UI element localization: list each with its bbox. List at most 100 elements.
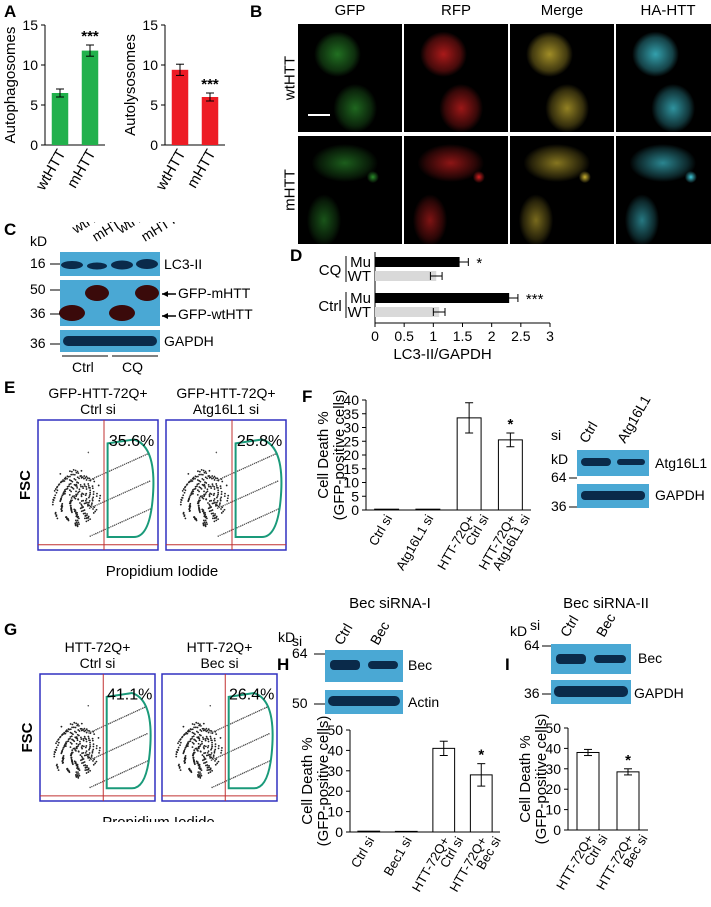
event-dot: [59, 736, 61, 739]
blot-band: [617, 459, 645, 465]
blot-band: [594, 655, 626, 663]
event-dot: [79, 507, 82, 510]
event-dot: [213, 485, 216, 488]
event-dot: [235, 720, 237, 723]
event-dot: [214, 745, 217, 748]
panel-d-chart: 0 0.5 1 1.5 2 2.5 3LC3-II/GAPDH*MuWT***MuWTCQC…: [318, 252, 554, 363]
event-dot: [208, 503, 211, 506]
event-dot: [197, 749, 199, 752]
event-dot: [214, 763, 217, 766]
event-dot: [136, 710, 139, 712]
x-axis-label: LC3-II/GAPDH: [393, 346, 491, 363]
event-dot: [87, 767, 90, 770]
x-tick-label: 3: [546, 328, 554, 344]
event-dot: [127, 461, 130, 464]
event-dot: [119, 745, 121, 747]
y-tick-label: 0: [335, 824, 343, 840]
event-dot: [140, 512, 142, 515]
event-dot: [233, 472, 235, 474]
plot-subtitle: Ctrl si: [80, 401, 116, 417]
event-dot: [219, 487, 222, 490]
category-label: wtHTT: [32, 147, 69, 195]
event-dot: [217, 760, 220, 763]
event-dot: [207, 745, 210, 747]
event-dot: [82, 499, 85, 502]
column-header: RFP: [441, 2, 471, 19]
x-tick-label: 1.5: [453, 328, 473, 344]
y-tick-label: 5: [351, 488, 359, 504]
event-dot: [227, 494, 230, 497]
event-dot: [122, 716, 124, 719]
event-dot: [133, 459, 135, 461]
event-dot: [76, 774, 79, 777]
event-dot: [260, 488, 262, 490]
event-dot: [62, 479, 64, 481]
event-dot: [87, 496, 90, 499]
event-dot: [138, 709, 140, 711]
event-dot: [266, 456, 269, 459]
event-dot: [59, 500, 62, 503]
category-label: WT: [348, 268, 371, 285]
event-dot: [262, 708, 264, 710]
event-dot: [249, 714, 252, 716]
event-dot: [202, 722, 205, 725]
lane-label: Atg16L1: [614, 392, 654, 445]
event-dot: [175, 750, 178, 753]
event-dot: [93, 729, 95, 732]
event-dot: [255, 518, 257, 520]
event-dot: [90, 503, 93, 506]
event-dot: [80, 485, 82, 488]
event-dot: [195, 740, 198, 743]
event-dot: [63, 480, 66, 482]
category-label: mHTT: [184, 147, 220, 192]
event-dot: [202, 484, 205, 487]
event-dot: [200, 468, 203, 471]
si-label: si: [551, 427, 561, 443]
event-dot: [59, 473, 62, 475]
event-dot: [140, 456, 143, 458]
event-dot: [263, 458, 265, 460]
event-dot: [187, 498, 190, 501]
event-dot: [253, 462, 256, 465]
event-dot: [178, 767, 181, 769]
event-dot: [74, 469, 77, 472]
event-dot: [85, 728, 88, 731]
event-dot: [71, 726, 73, 729]
kd-label: kD: [510, 623, 527, 639]
event-dot: [209, 768, 212, 771]
event-dot: [217, 491, 220, 494]
bar: [171, 69, 189, 145]
event-dot: [192, 492, 194, 495]
event-dot: [186, 732, 189, 735]
event-dot: [221, 747, 223, 749]
event-dot: [271, 483, 273, 485]
event-dot: [69, 723, 72, 725]
event-dot: [85, 485, 88, 488]
event-dot: [104, 724, 106, 727]
event-dot: [205, 482, 208, 484]
event-dot: [191, 746, 194, 749]
event-dot: [194, 487, 197, 490]
event-dot: [213, 475, 216, 478]
event-dot: [80, 500, 83, 502]
event-dot: [89, 769, 92, 772]
event-dot: [97, 484, 100, 487]
autophagosomes-chart: 0 5 10 15 wtHTT *** mHTT Autophagosomes: [2, 17, 105, 194]
event-dot: [198, 470, 201, 473]
panel-label-g: G: [4, 620, 18, 639]
event-dot: [85, 520, 88, 523]
event-dot: [191, 741, 194, 744]
event-dot: [229, 473, 231, 476]
event-dot: [216, 762, 219, 765]
event-dot: [80, 476, 83, 479]
event-dot: [134, 710, 137, 713]
event-dot: [86, 766, 88, 769]
y-tick-label: 0: [150, 137, 158, 153]
event-dot: [250, 741, 252, 743]
event-dot: [212, 758, 214, 761]
event-dot: [124, 715, 126, 718]
event-dot: [75, 512, 77, 515]
plot-title: GFP-HTT-72Q+: [176, 385, 275, 401]
